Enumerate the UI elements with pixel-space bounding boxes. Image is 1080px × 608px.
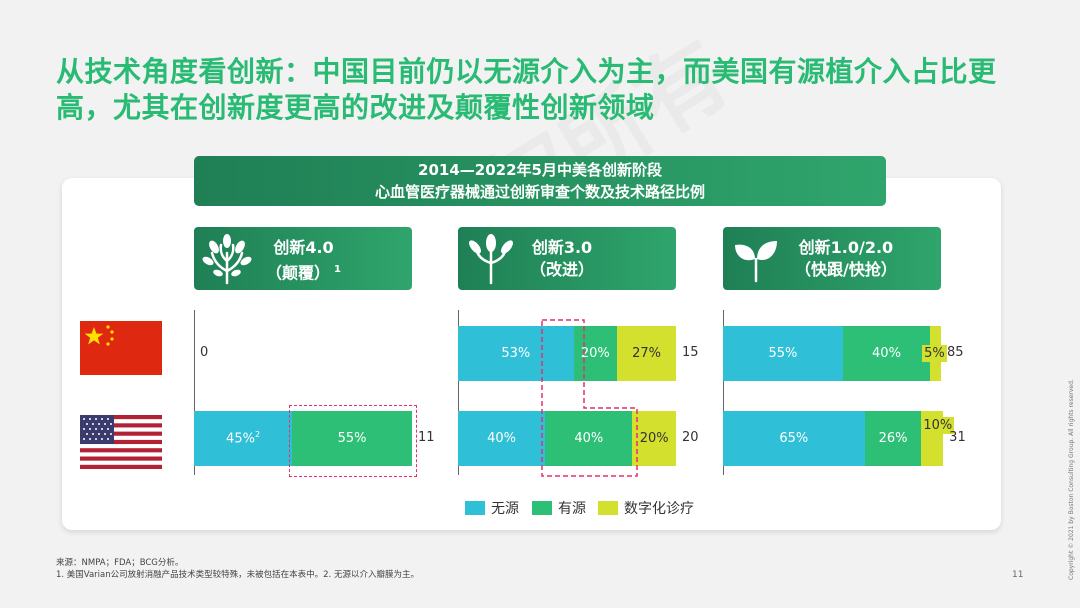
bar-total-label: 15: [682, 344, 699, 360]
legend-item-active: 有源: [532, 498, 586, 518]
bar-china-digital: 27%: [617, 326, 676, 381]
bar-value-label: 20%: [639, 431, 669, 446]
bar-usa-passive: 40%: [458, 411, 546, 466]
bar-value-label: 20%: [580, 346, 610, 361]
bar-value-label: 55%: [337, 431, 367, 446]
bar-value-label: 45%2: [226, 430, 261, 447]
page-title: 从技术角度看创新：中国目前仍以无源介入为主，而美国有源植介入占比更高，尤其在创新…: [56, 55, 997, 124]
group-axis-line: [194, 310, 195, 475]
chart-banner: 2014—2022年5月中美各创新阶段 心血管医疗器械通过创新审查个数及技术路径…: [194, 156, 886, 206]
legend-item-passive: 无源: [465, 498, 519, 518]
footnote-marker: 1: [334, 264, 341, 275]
bar-china-passive: 55%: [723, 326, 843, 381]
bar-total-label: 0: [200, 344, 209, 360]
group-header-line-1: 创新3.0: [531, 238, 593, 257]
china-flag-icon: [80, 321, 162, 375]
banner-line-2: 心血管医疗器械通过创新审查个数及技术路径比例: [374, 183, 705, 201]
sprout-icon: [469, 234, 513, 285]
bar-usa-digital: 10%: [921, 411, 955, 466]
group-header-line-2: （改进）: [530, 260, 595, 279]
bar-value-label: 40%: [872, 346, 901, 361]
group-axis-line: [458, 310, 459, 475]
group-header-line-1: 创新4.0: [273, 238, 334, 257]
page-number: 11: [1012, 570, 1024, 580]
bar-usa-passive: 45%2: [194, 411, 293, 466]
bar-total-label: 85: [947, 344, 964, 360]
legend-swatch: [532, 501, 552, 515]
banner-line-1: 2014—2022年5月中美各创新阶段: [418, 161, 662, 179]
legend-label: 数字化诊疗: [624, 501, 694, 517]
bar-usa-passive: 65%: [723, 411, 865, 466]
group-axis-line: [723, 310, 724, 475]
group-header-innovation-4: 创新4.0 （颠覆） 1: [194, 227, 412, 290]
bar-china-active: 20%: [573, 326, 618, 381]
highlight-usa-active-4: [289, 405, 417, 477]
footnote-marker: 2: [254, 430, 261, 440]
bar-china-active: 40%: [842, 326, 931, 381]
group-header-innovation-3: 创新3.0 （改进）: [458, 227, 676, 290]
footnotes: 来源：NMPA；FDA；BCG分析。 1. 美国Varian公司放射消融产品技术…: [56, 557, 419, 581]
leaf-icon: [735, 241, 777, 283]
legend-swatch: [598, 501, 618, 515]
bar-value-label: 55%: [768, 346, 798, 361]
bar-value-label: 5%: [922, 345, 947, 362]
legend-swatch: [465, 501, 485, 515]
source-note: 来源：NMPA；FDA；BCG分析。: [56, 558, 184, 568]
legend-label: 无源: [491, 501, 519, 517]
bar-value-label: 27%: [632, 346, 661, 361]
group-header-line-2: （快跟/快抢）: [795, 260, 897, 279]
bar-usa-digital: 20%: [632, 411, 676, 466]
bar-value-label: 26%: [878, 431, 908, 446]
copyright-text: Copyright © 2021 by Boston Consulting Gr…: [1068, 379, 1075, 580]
legend-item-digital: 数字化诊疗: [598, 498, 694, 518]
group-header-innovation-1-2: 创新1.0/2.0 （快跟/快抢）: [723, 227, 941, 290]
bar-total-label: 31: [949, 429, 966, 445]
footnote-text: 1. 美国Varian公司放射消融产品技术类型较特殊，未被包括在本表中。2. 无…: [56, 570, 419, 580]
bar-usa-active: 40%: [545, 411, 633, 466]
bar-value-label: 53%: [501, 346, 531, 361]
bar-total-label: 20: [682, 429, 699, 445]
group-header-line-2: （颠覆） 1: [266, 263, 341, 283]
bar-value-label: 40%: [574, 431, 604, 446]
bar-value-label: 10%: [921, 417, 955, 434]
legend-label: 有源: [558, 501, 586, 517]
bar-usa-active: 26%: [864, 411, 922, 466]
highlight-active-3: [541, 319, 638, 477]
bar-total-label: 11: [418, 429, 435, 445]
bar-china-passive: 53%: [458, 326, 574, 381]
bar-china-digital: 5%: [922, 326, 947, 381]
bar-value-label: 65%: [779, 431, 809, 446]
bar-value-label: 40%: [487, 431, 517, 446]
tree-icon: [202, 234, 252, 285]
group-header-line-1: 创新1.0/2.0: [798, 238, 894, 257]
usa-flag-icon: [80, 415, 162, 469]
bar-usa-active: 55%: [292, 411, 412, 466]
